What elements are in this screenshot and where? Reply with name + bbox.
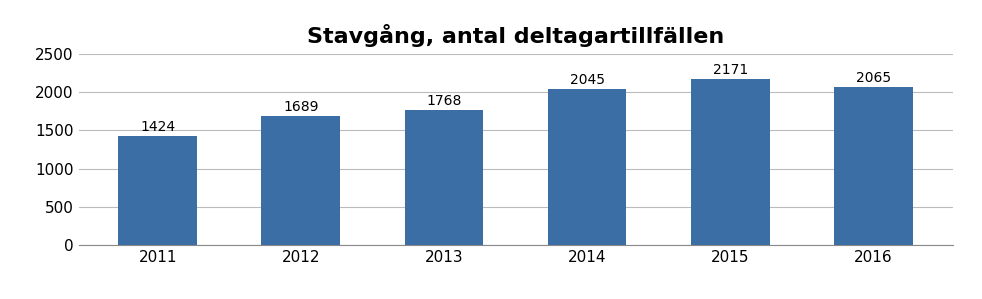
Text: 2171: 2171	[713, 63, 748, 77]
Text: 1424: 1424	[140, 120, 175, 134]
Bar	[548, 89, 627, 245]
Text: 2045: 2045	[570, 73, 605, 87]
Bar	[261, 116, 340, 245]
Text: 2065: 2065	[856, 71, 891, 85]
Bar	[834, 87, 913, 245]
Bar	[118, 136, 197, 245]
Bar	[691, 79, 770, 245]
Title: Stavgång, antal deltagartillfällen: Stavgång, antal deltagartillfällen	[307, 24, 724, 47]
Text: 1689: 1689	[283, 100, 318, 114]
Text: 1768: 1768	[426, 94, 462, 108]
Bar	[405, 110, 483, 245]
